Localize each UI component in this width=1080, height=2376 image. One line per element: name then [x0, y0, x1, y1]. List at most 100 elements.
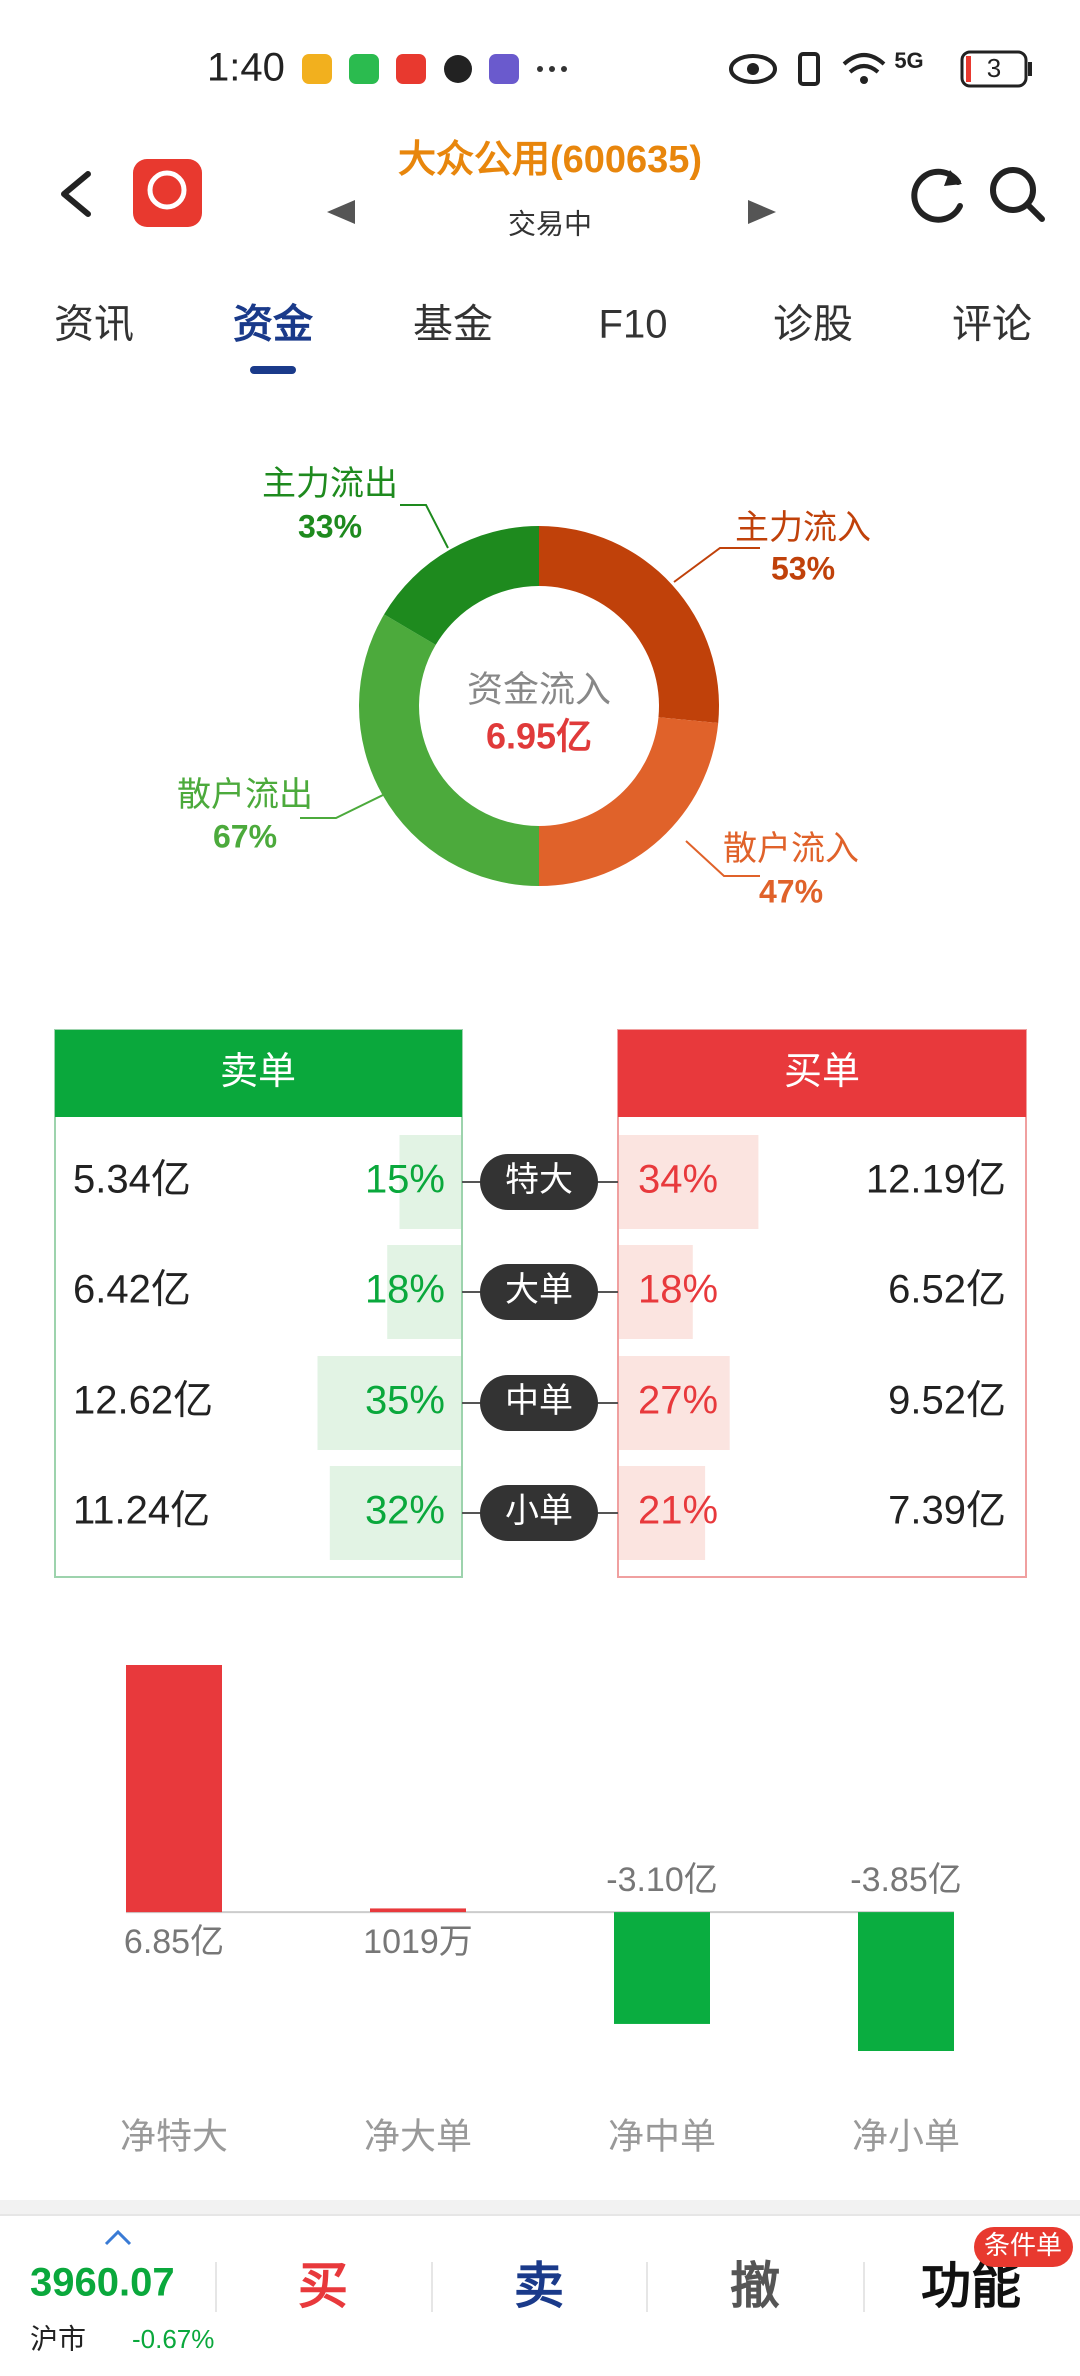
action-button[interactable]: 买	[298, 2258, 348, 2314]
status-app-icon	[489, 54, 519, 84]
category-label: 小单	[505, 1492, 573, 1530]
action-button[interactable]: 功能	[921, 2258, 1021, 2314]
slice-value: 47%	[759, 873, 823, 909]
search-button[interactable]	[990, 167, 1036, 213]
buy-pct-bar	[619, 1135, 759, 1229]
action-button[interactable]: 卖	[514, 2258, 564, 2314]
refresh-arrow	[944, 170, 962, 186]
sell-pct-bar	[399, 1135, 461, 1229]
sell-amount: 5.34亿	[73, 1158, 191, 1202]
sell-amount: 11.24亿	[73, 1489, 210, 1533]
status-more	[537, 66, 543, 72]
back-button[interactable]	[61, 171, 91, 217]
buy-title: 买单	[784, 1051, 860, 1093]
tab-underline	[250, 366, 296, 374]
sell-pct-bar	[329, 1466, 461, 1560]
leader-line	[673, 547, 760, 583]
bar	[126, 1665, 222, 1913]
buy-pct: 18%	[638, 1268, 718, 1312]
sell-pct: 18%	[365, 1268, 445, 1312]
status-eye	[729, 54, 777, 84]
leader-line	[300, 794, 384, 819]
app-icon-glyph	[147, 170, 187, 210]
bar	[614, 1912, 710, 2024]
search-handle	[1025, 202, 1045, 222]
status-eye-pupil	[747, 63, 759, 75]
bar-category-label: 净大单	[364, 2116, 472, 2157]
buy-amount: 9.52亿	[888, 1379, 1006, 1423]
index-change: -0.67%	[132, 2324, 214, 2354]
bottom-bar	[0, 2215, 1080, 2376]
slice-label: 主力流出	[262, 465, 398, 503]
category-label: 中单	[505, 1382, 573, 1420]
bar	[370, 1908, 466, 1913]
tab[interactable]: 资金	[233, 302, 314, 347]
bar-category-label: 净小单	[852, 2116, 960, 2157]
category-pill	[480, 1264, 598, 1320]
prev-stock[interactable]	[327, 200, 355, 224]
tab[interactable]: 基金	[413, 303, 493, 347]
sell-amount: 6.42亿	[73, 1268, 191, 1312]
sell-pct-bar	[387, 1245, 461, 1339]
status-app-icon	[302, 54, 332, 84]
action-button[interactable]: 撤	[730, 2258, 780, 2314]
slice-value: 33%	[298, 508, 362, 544]
status-wifi-dot	[860, 76, 868, 84]
buy-amount: 12.19亿	[866, 1158, 1006, 1202]
status-vibrate	[798, 52, 820, 86]
status-more	[549, 66, 555, 72]
buy-pct-bar	[619, 1245, 693, 1339]
slice-label: 散户流入	[723, 830, 859, 868]
category-label: 特大	[505, 1161, 573, 1199]
donut-slice	[539, 526, 720, 723]
sell-title: 卖单	[220, 1051, 296, 1093]
status-battery	[960, 50, 1028, 88]
bar-category-label: 净特大	[120, 2116, 228, 2157]
tab[interactable]: 诊股	[773, 303, 853, 347]
next-stock[interactable]	[748, 200, 776, 224]
category-label: 大单	[505, 1271, 573, 1309]
status-more	[561, 66, 567, 72]
category-pill	[480, 1154, 598, 1210]
sell-pct: 32%	[365, 1489, 445, 1533]
tab[interactable]: 资讯	[54, 303, 134, 347]
buy-pct: 34%	[638, 1158, 718, 1202]
status-app-icon	[396, 54, 426, 84]
action-badge: 条件单	[984, 2230, 1062, 2260]
index-market: 沪市	[30, 2323, 86, 2354]
donut-slice	[384, 526, 539, 645]
slice-value: 53%	[771, 550, 835, 586]
bar-value-label: 1019万	[363, 1923, 473, 1961]
leader-line	[400, 504, 449, 549]
category-pill	[480, 1375, 598, 1431]
action-badge-bg	[974, 2227, 1073, 2267]
status-battery-level-text: 3	[987, 53, 1001, 83]
buy-pct: 21%	[638, 1489, 718, 1533]
buy-pct-bar	[619, 1466, 706, 1560]
bar-value-label: -3.10亿	[606, 1861, 718, 1899]
sell-header	[55, 1030, 462, 1117]
status-app-icon	[349, 54, 379, 84]
buy-pct-bar	[619, 1356, 730, 1450]
tab[interactable]: F10	[599, 303, 668, 347]
sell-pct: 15%	[365, 1158, 445, 1202]
sell-pct: 35%	[365, 1379, 445, 1423]
trade-status: 交易中	[508, 208, 592, 239]
bar-value-label: 6.85亿	[124, 1923, 224, 1961]
status-app-icon	[444, 55, 472, 83]
buy-amount: 6.52亿	[888, 1268, 1006, 1312]
category-pill	[480, 1485, 598, 1541]
refresh-button[interactable]	[911, 168, 963, 223]
status-battery-tip	[1028, 62, 1032, 76]
app-icon[interactable]	[133, 159, 202, 227]
slice-label: 主力流入	[735, 509, 871, 547]
donut-slice	[359, 614, 539, 886]
tab[interactable]: 评论	[952, 303, 1032, 347]
donut-center-label: 资金流入	[467, 669, 611, 710]
index-expand[interactable]	[104, 2229, 132, 2246]
bar	[858, 1912, 954, 2051]
status-wifi	[842, 53, 886, 74]
status-battery-level	[966, 56, 971, 82]
